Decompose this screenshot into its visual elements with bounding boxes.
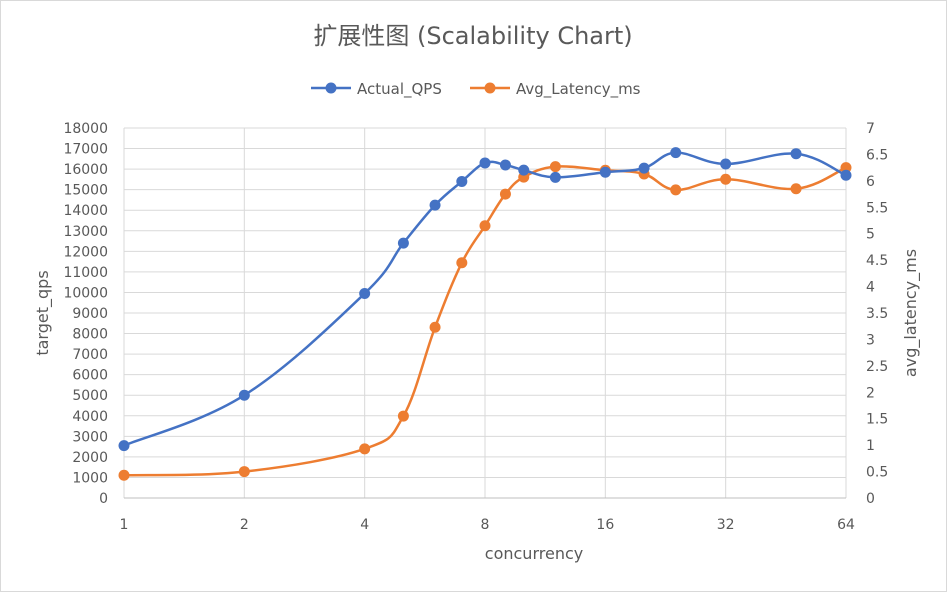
data-point-latency xyxy=(118,469,130,481)
gridlines xyxy=(123,127,847,499)
data-point-qps xyxy=(359,287,371,299)
data-point-qps xyxy=(479,157,491,169)
y-tick-label-left: 18000 xyxy=(63,121,108,137)
legend-item-latency[interactable]: Avg_Latency_ms xyxy=(470,80,641,99)
y-tick-label-right: 7 xyxy=(866,121,875,137)
data-point-qps xyxy=(670,147,682,159)
y-tick-label-left: 1000 xyxy=(72,470,108,486)
x-axis-title: concurrency xyxy=(485,544,583,563)
y-tick-label-left: 17000 xyxy=(63,142,108,158)
data-point-latency xyxy=(720,173,732,185)
data-point-latency xyxy=(479,220,491,232)
y-tick-label-left: 6000 xyxy=(72,368,108,384)
y-tick-label-left: 15000 xyxy=(63,183,108,199)
y-tick-label-right: 6.5 xyxy=(866,147,888,163)
y-tick-label-left: 11000 xyxy=(63,265,108,281)
x-tick-label: 4 xyxy=(360,517,369,533)
series-layer xyxy=(118,147,852,481)
y-axis-left-ticks: 0 1000 2000 3000 4000 5000 6000 7000 8000 9000 100… xyxy=(63,121,108,507)
y-tick-label-left: 13000 xyxy=(63,224,108,240)
data-point-qps xyxy=(840,169,852,181)
legend-marker-latency xyxy=(484,82,496,94)
y-tick-label-right: 0.5 xyxy=(866,465,888,481)
y-tick-label-left: 3000 xyxy=(72,429,108,445)
data-point-qps xyxy=(790,148,802,160)
data-point-qps xyxy=(118,440,130,452)
data-point-qps xyxy=(456,175,468,187)
y-tick-label-left: 9000 xyxy=(72,306,108,322)
data-point-latency xyxy=(670,184,682,196)
y-tick-label-left: 14000 xyxy=(63,203,108,219)
y-tick-label-right: 2 xyxy=(866,385,875,401)
x-axis-ticks: 1 2 4 8 16 32 64 xyxy=(120,517,855,533)
data-point-latency xyxy=(790,183,802,195)
data-point-latency xyxy=(549,161,561,173)
data-point-latency xyxy=(499,188,511,200)
x-tick-label: 1 xyxy=(120,517,129,533)
data-point-qps xyxy=(638,162,650,174)
data-point-latency xyxy=(840,162,852,174)
x-tick-label: 32 xyxy=(717,517,735,533)
y-tick-label-right: 3.5 xyxy=(866,306,888,322)
y-tick-label-right: 2.5 xyxy=(866,359,888,375)
legend-label-qps: Actual_QPS xyxy=(357,80,442,99)
y-axis-right-title: avg_latency_ms xyxy=(901,249,921,377)
data-point-latency xyxy=(359,443,371,455)
y-axis-right-ticks: 0 0.5 1 1.5 2 2.5 3 3.5 4 4.5 5 5.5 6 6.5 7 xyxy=(866,121,888,507)
y-tick-label-right: 5.5 xyxy=(866,200,888,216)
y-tick-label-right: 0 xyxy=(866,491,875,507)
data-point-latency xyxy=(238,466,250,478)
y-tick-label-left: 5000 xyxy=(72,388,108,404)
y-axis-left-title: target_qps xyxy=(33,270,53,355)
y-tick-label-left: 8000 xyxy=(72,327,108,343)
data-point-qps xyxy=(238,389,250,401)
y-tick-label-right: 3 xyxy=(866,332,875,348)
y-tick-label-left: 16000 xyxy=(63,162,108,178)
series-latency xyxy=(118,161,852,481)
x-tick-label: 64 xyxy=(837,517,855,533)
chart-title: 扩展性图 (Scalability Chart) xyxy=(313,22,632,50)
y-tick-label-right: 4 xyxy=(866,280,875,296)
data-point-qps xyxy=(429,199,441,211)
y-tick-label-right: 1.5 xyxy=(866,412,888,428)
y-tick-label-left: 0 xyxy=(99,491,108,507)
data-point-qps xyxy=(499,159,511,171)
data-point-latency xyxy=(397,410,409,422)
series-qps xyxy=(118,147,852,452)
y-tick-label-left: 10000 xyxy=(63,285,108,301)
data-point-latency xyxy=(429,321,441,333)
y-tick-label-left: 12000 xyxy=(63,244,108,260)
legend-item-qps[interactable]: Actual_QPS xyxy=(311,80,442,99)
data-point-qps xyxy=(549,171,561,183)
data-point-qps xyxy=(397,237,409,249)
data-point-qps xyxy=(599,166,611,178)
y-tick-label-right: 6 xyxy=(866,174,875,190)
data-point-qps xyxy=(518,164,530,176)
legend-marker-qps xyxy=(325,82,337,94)
x-tick-label: 8 xyxy=(481,517,490,533)
y-tick-label-right: 1 xyxy=(866,438,875,454)
data-point-qps xyxy=(720,158,732,170)
data-point-latency xyxy=(456,257,468,269)
y-tick-label-left: 2000 xyxy=(72,450,108,466)
y-tick-label-left: 4000 xyxy=(72,409,108,425)
y-tick-label-right: 5 xyxy=(866,227,875,243)
legend: Actual_QPS Avg_Latency_ms xyxy=(311,80,641,99)
y-tick-label-right: 4.5 xyxy=(866,253,888,269)
legend-label-latency: Avg_Latency_ms xyxy=(516,80,641,99)
y-tick-label-left: 7000 xyxy=(72,347,108,363)
x-tick-label: 2 xyxy=(240,517,249,533)
x-tick-label: 16 xyxy=(596,517,614,533)
